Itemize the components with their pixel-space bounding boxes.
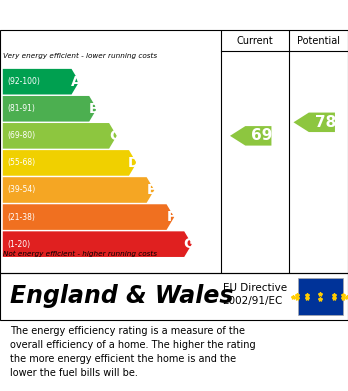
Text: (21-38): (21-38) bbox=[7, 213, 35, 222]
Text: Very energy efficient - lower running costs: Very energy efficient - lower running co… bbox=[3, 53, 157, 59]
Polygon shape bbox=[3, 204, 174, 230]
Polygon shape bbox=[3, 69, 79, 95]
Text: EU Directive
2002/91/EC: EU Directive 2002/91/EC bbox=[223, 283, 287, 306]
Text: Current: Current bbox=[237, 36, 273, 46]
Text: Potential: Potential bbox=[297, 36, 340, 46]
Text: England & Wales: England & Wales bbox=[10, 285, 234, 308]
Text: Energy Efficiency Rating: Energy Efficiency Rating bbox=[60, 6, 288, 24]
Text: G: G bbox=[183, 237, 195, 251]
Text: 69: 69 bbox=[251, 128, 272, 143]
Text: B: B bbox=[89, 102, 100, 116]
Text: C: C bbox=[109, 129, 119, 143]
Polygon shape bbox=[3, 231, 192, 257]
Text: A: A bbox=[71, 75, 82, 89]
Text: (55-68): (55-68) bbox=[7, 158, 35, 167]
Text: Not energy efficient - higher running costs: Not energy efficient - higher running co… bbox=[3, 251, 157, 257]
Polygon shape bbox=[3, 123, 117, 149]
Polygon shape bbox=[3, 150, 137, 176]
Bar bbox=[298, 278, 343, 315]
Polygon shape bbox=[293, 113, 335, 132]
Text: F: F bbox=[167, 210, 176, 224]
Text: The energy efficiency rating is a measure of the
overall efficiency of a home. T: The energy efficiency rating is a measur… bbox=[10, 326, 256, 378]
Polygon shape bbox=[3, 177, 154, 203]
Text: 78: 78 bbox=[315, 115, 336, 130]
Text: (69-80): (69-80) bbox=[7, 131, 35, 140]
Text: (39-54): (39-54) bbox=[7, 185, 35, 194]
Polygon shape bbox=[230, 126, 271, 145]
Text: (81-91): (81-91) bbox=[7, 104, 35, 113]
Text: E: E bbox=[147, 183, 156, 197]
Text: D: D bbox=[128, 156, 140, 170]
Text: (1-20): (1-20) bbox=[7, 240, 30, 249]
Polygon shape bbox=[3, 96, 97, 122]
Text: (92-100): (92-100) bbox=[7, 77, 40, 86]
